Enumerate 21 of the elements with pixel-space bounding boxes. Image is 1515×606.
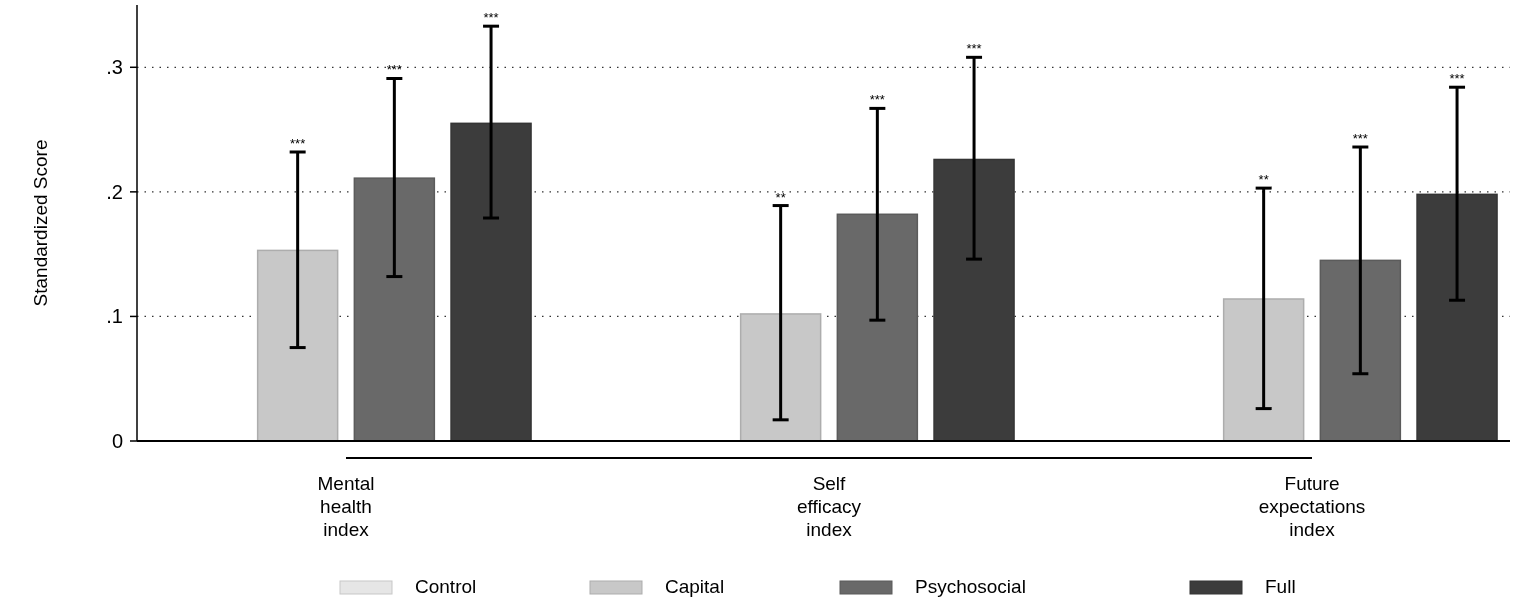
annotation: ** — [1258, 172, 1269, 188]
annotation: *** — [1352, 131, 1368, 147]
y-tick-label: 0 — [111, 430, 123, 452]
x-tick-label: Future expectations index — [1258, 473, 1366, 540]
legend-label: Psychosocial — [915, 576, 1026, 597]
annotation: *** — [483, 10, 499, 26]
x-tick-label: Self efficacy index — [796, 473, 862, 540]
annotation: *** — [290, 135, 306, 151]
y-tick-label: .3 — [106, 56, 123, 79]
legend-label: Full — [1265, 576, 1296, 597]
legend-label: Capital — [665, 576, 725, 597]
annotation: ** — [775, 189, 786, 205]
legend-label: Control — [415, 576, 477, 597]
x-tick-label: Mental health index — [317, 473, 375, 540]
y-tick-label: .2 — [106, 180, 123, 203]
y-tick-label: .1 — [106, 305, 123, 328]
annotation: *** — [966, 41, 982, 57]
annotation: *** — [386, 62, 402, 78]
annotation: *** — [869, 92, 885, 108]
annotation: *** — [1449, 71, 1465, 87]
y-axis-title: Standardized Score — [30, 139, 51, 307]
